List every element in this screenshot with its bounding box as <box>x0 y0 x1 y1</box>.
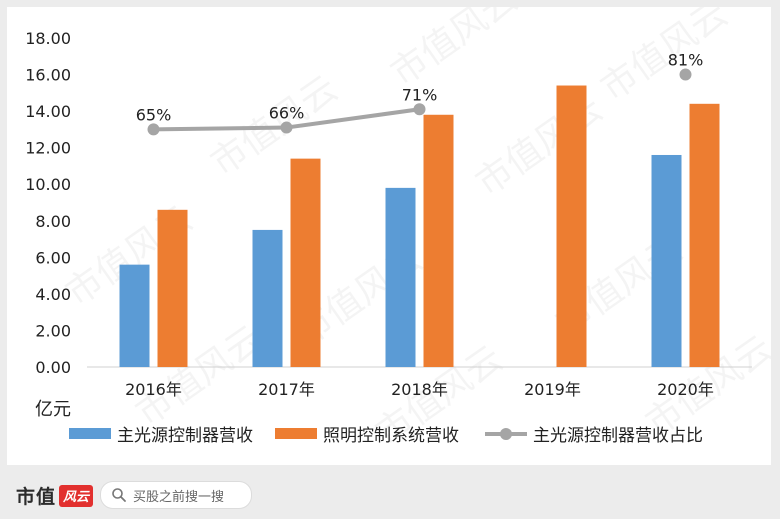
share-data-label: 65% <box>136 105 172 124</box>
y-tick-label: 4.00 <box>35 285 71 304</box>
y-tick-label: 8.00 <box>35 212 71 231</box>
y-tick-label: 16.00 <box>25 66 71 85</box>
watermark-text: 市值风云 <box>469 88 610 204</box>
line-layer <box>147 68 692 136</box>
share-data-label: 81% <box>668 51 704 70</box>
search-placeholder: 买股之前搜一搜 <box>133 489 225 505</box>
legend-swatch <box>275 428 317 439</box>
bar-lighting-control-system <box>157 209 188 367</box>
footer: 市值 风云 买股之前搜一搜 <box>0 470 780 519</box>
share-marker <box>280 121 293 134</box>
share-marker <box>679 68 692 81</box>
y-tick-label: 14.00 <box>25 102 71 121</box>
y-tick-label: 0.00 <box>35 358 71 377</box>
bar-light-source-controller <box>385 187 416 367</box>
bar-layer <box>119 85 720 368</box>
bar-light-source-controller <box>252 229 283 367</box>
x-tick-label: 2018年 <box>391 380 448 399</box>
bar-light-source-controller <box>651 154 682 367</box>
bar-lighting-control-system <box>290 158 321 367</box>
logo[interactable]: 市值 风云 <box>16 482 94 509</box>
legend-swatch <box>69 428 111 439</box>
y-tick-label: 12.00 <box>25 139 71 158</box>
legend-label: 主光源控制器营收 <box>117 426 253 446</box>
y-tick-label: 6.00 <box>35 248 71 267</box>
legend-label: 主光源控制器营收占比 <box>533 426 703 446</box>
watermark-text: 市值风云 <box>129 318 270 434</box>
x-tick-label: 2019年 <box>524 380 581 399</box>
bar-lighting-control-system <box>423 114 454 368</box>
watermark-text: 市值风云 <box>594 7 735 109</box>
chart-card: 市值风云 市值风云 市值风云 市值风云 市值风云 市值风云 市值风云 市值风云 市值风云 市值风云… <box>7 7 771 465</box>
y-axis-label: 亿元 <box>35 399 71 420</box>
x-tick-label: 2020年 <box>657 380 714 399</box>
search-input[interactable]: 买股之前搜一搜 <box>100 481 252 509</box>
bar-lighting-control-system <box>556 85 587 368</box>
bar-light-source-controller <box>119 264 150 367</box>
legend-label: 照明控制系统营收 <box>323 426 459 446</box>
share-data-label: 71% <box>402 85 438 104</box>
search-icon <box>112 488 126 502</box>
share-data-label: 66% <box>269 104 305 123</box>
share-marker <box>413 103 426 116</box>
legend-marker <box>500 428 512 440</box>
logo-text: 市值 <box>16 486 57 508</box>
legend-layer: 主光源控制器营收 照明控制系统营收 主光源控制器营收占比 <box>69 426 703 446</box>
x-tick-label: 2017年 <box>258 380 315 399</box>
y-tick-label: 10.00 <box>25 175 71 194</box>
bar-lighting-control-system <box>689 103 720 368</box>
axis-layer: 0.00 2.00 4.00 6.00 8.00 10.00 12.00 14.00 16.00… <box>25 29 752 420</box>
watermark-text: 市值风云 <box>384 7 525 94</box>
logo-badge: 风云 <box>59 484 94 507</box>
x-tick-label: 2016年 <box>125 380 182 399</box>
y-tick-label: 18.00 <box>25 29 71 48</box>
label-layer: 65% 66% 71% 81% <box>136 51 704 125</box>
share-marker <box>147 123 160 136</box>
y-tick-label: 2.00 <box>35 321 71 340</box>
